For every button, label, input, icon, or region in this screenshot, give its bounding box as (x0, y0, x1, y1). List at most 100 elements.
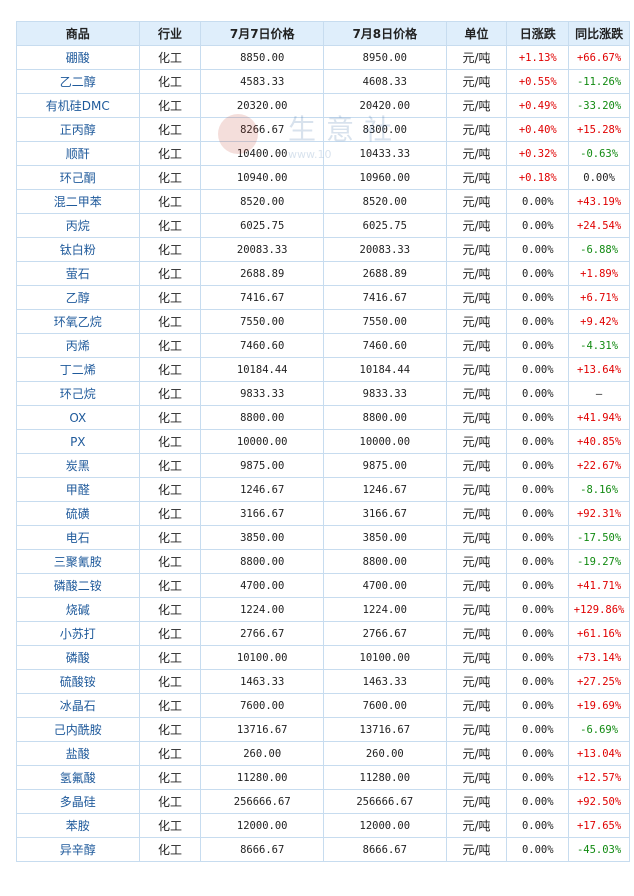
commodity-name-link[interactable]: 苯胺 (16, 813, 140, 838)
yoy-change-cell: -6.69% (568, 717, 630, 742)
price-jul8-cell: 8520.00 (323, 189, 447, 214)
daily-change-cell: 0.00% (506, 669, 570, 694)
industry-cell: 化工 (138, 189, 202, 214)
commodity-name-link[interactable]: 丙烷 (16, 213, 140, 238)
commodity-name-link[interactable]: 三聚氰胺 (16, 549, 140, 574)
yoy-change-cell: — (568, 381, 630, 406)
unit-cell: 元/吨 (445, 645, 508, 670)
yoy-change-cell: +66.67% (568, 45, 630, 70)
unit-cell: 元/吨 (445, 405, 508, 430)
commodity-name-link[interactable]: 顺酐 (16, 141, 140, 166)
commodity-name-link[interactable]: 萤石 (16, 261, 140, 286)
yoy-change-cell: +13.64% (568, 357, 630, 382)
commodity-name-link[interactable]: 异辛醇 (16, 837, 140, 862)
table-row: 苯胺 化工 12000.00 12000.00 元/吨 0.00% +17.65% (16, 813, 630, 838)
daily-change-cell: 0.00% (506, 405, 570, 430)
unit-cell: 元/吨 (445, 381, 508, 406)
commodity-name-link[interactable]: 冰晶石 (16, 693, 140, 718)
commodity-name-link[interactable]: 丁二烯 (16, 357, 140, 382)
price-jul7-cell: 8266.67 (200, 117, 324, 142)
daily-change-cell: 0.00% (506, 237, 570, 262)
daily-change-cell: 0.00% (506, 597, 570, 622)
daily-change-cell: +0.18% (506, 165, 570, 190)
commodity-name-link[interactable]: 乙醇 (16, 285, 140, 310)
table-row: 乙醇 化工 7416.67 7416.67 元/吨 0.00% +6.71% (16, 285, 630, 310)
table-row: 氢氟酸 化工 11280.00 11280.00 元/吨 0.00% +12.57% (16, 765, 630, 790)
commodity-name-link[interactable]: 己内酰胺 (16, 717, 140, 742)
commodity-name-link[interactable]: 炭黑 (16, 453, 140, 478)
daily-change-cell: +0.55% (506, 69, 570, 94)
unit-cell: 元/吨 (445, 117, 508, 142)
daily-change-cell: 0.00% (506, 525, 570, 550)
daily-change-cell: 0.00% (506, 501, 570, 526)
daily-change-cell: 0.00% (506, 333, 570, 358)
table-row: 异辛醇 化工 8666.67 8666.67 元/吨 0.00% -45.03% (16, 837, 630, 862)
table-row: 萤石 化工 2688.89 2688.89 元/吨 0.00% +1.89% (16, 261, 630, 286)
price-jul7-cell: 1463.33 (200, 669, 324, 694)
yoy-change-cell: +19.69% (568, 693, 630, 718)
commodity-name-link[interactable]: OX (16, 405, 140, 430)
price-jul8-cell: 7550.00 (323, 309, 447, 334)
daily-change-cell: 0.00% (506, 453, 570, 478)
price-jul7-cell: 9875.00 (200, 453, 324, 478)
yoy-change-cell: +15.28% (568, 117, 630, 142)
yoy-change-cell: 0.00% (568, 165, 630, 190)
header-price-jul7: 7月7日价格 (200, 21, 324, 46)
yoy-change-cell: -33.20% (568, 93, 630, 118)
commodity-name-link[interactable]: 硼酸 (16, 45, 140, 70)
commodity-name-link[interactable]: 环氧乙烷 (16, 309, 140, 334)
commodity-name-link[interactable]: 电石 (16, 525, 140, 550)
unit-cell: 元/吨 (445, 165, 508, 190)
industry-cell: 化工 (138, 357, 202, 382)
commodity-name-link[interactable]: 环己酮 (16, 165, 140, 190)
price-jul8-cell: 2688.89 (323, 261, 447, 286)
commodity-name-link[interactable]: 硫酸铵 (16, 669, 140, 694)
commodity-name-link[interactable]: 混二甲苯 (16, 189, 140, 214)
table-body: 硼酸 化工 8850.00 8950.00 元/吨 +1.13% +66.67% 乙二醇 化工 4… (16, 45, 630, 862)
commodity-name-link[interactable]: 盐酸 (16, 741, 140, 766)
daily-change-cell: 0.00% (506, 837, 570, 862)
industry-cell: 化工 (138, 549, 202, 574)
commodity-name-link[interactable]: 多晶硅 (16, 789, 140, 814)
unit-cell: 元/吨 (445, 501, 508, 526)
commodity-name-link[interactable]: 正丙醇 (16, 117, 140, 142)
commodity-name-link[interactable]: 钛白粉 (16, 237, 140, 262)
daily-change-cell: 0.00% (506, 621, 570, 646)
header-yoy-change: 同比涨跌 (568, 21, 630, 46)
commodity-name-link[interactable]: 硫磺 (16, 501, 140, 526)
commodity-name-link[interactable]: 磷酸二铵 (16, 573, 140, 598)
commodity-name-link[interactable]: 环己烷 (16, 381, 140, 406)
commodity-name-link[interactable]: PX (16, 429, 140, 454)
unit-cell: 元/吨 (445, 333, 508, 358)
table-row: 电石 化工 3850.00 3850.00 元/吨 0.00% -17.50% (16, 525, 630, 550)
price-jul7-cell: 1246.67 (200, 477, 324, 502)
industry-cell: 化工 (138, 573, 202, 598)
industry-cell: 化工 (138, 213, 202, 238)
price-jul7-cell: 7416.67 (200, 285, 324, 310)
yoy-change-cell: +22.67% (568, 453, 630, 478)
price-jul7-cell: 10100.00 (200, 645, 324, 670)
table-row: 丙烯 化工 7460.60 7460.60 元/吨 0.00% -4.31% (16, 333, 630, 358)
unit-cell: 元/吨 (445, 45, 508, 70)
yoy-change-cell: +9.42% (568, 309, 630, 334)
price-jul7-cell: 10400.00 (200, 141, 324, 166)
table-row: 钛白粉 化工 20083.33 20083.33 元/吨 0.00% -6.88% (16, 237, 630, 262)
price-jul8-cell: 20083.33 (323, 237, 447, 262)
commodity-name-link[interactable]: 有机硅DMC (16, 93, 140, 118)
industry-cell: 化工 (138, 717, 202, 742)
commodity-name-link[interactable]: 磷酸 (16, 645, 140, 670)
price-jul7-cell: 7600.00 (200, 693, 324, 718)
table-row: 混二甲苯 化工 8520.00 8520.00 元/吨 0.00% +43.19% (16, 189, 630, 214)
industry-cell: 化工 (138, 693, 202, 718)
commodity-name-link[interactable]: 乙二醇 (16, 69, 140, 94)
commodity-name-link[interactable]: 丙烯 (16, 333, 140, 358)
unit-cell: 元/吨 (445, 261, 508, 286)
industry-cell: 化工 (138, 741, 202, 766)
commodity-name-link[interactable]: 氢氟酸 (16, 765, 140, 790)
commodity-name-link[interactable]: 烧碱 (16, 597, 140, 622)
commodity-name-link[interactable]: 甲醛 (16, 477, 140, 502)
price-jul8-cell: 1224.00 (323, 597, 447, 622)
commodity-name-link[interactable]: 小苏打 (16, 621, 140, 646)
daily-change-cell: 0.00% (506, 357, 570, 382)
header-daily-change: 日涨跌 (506, 21, 570, 46)
